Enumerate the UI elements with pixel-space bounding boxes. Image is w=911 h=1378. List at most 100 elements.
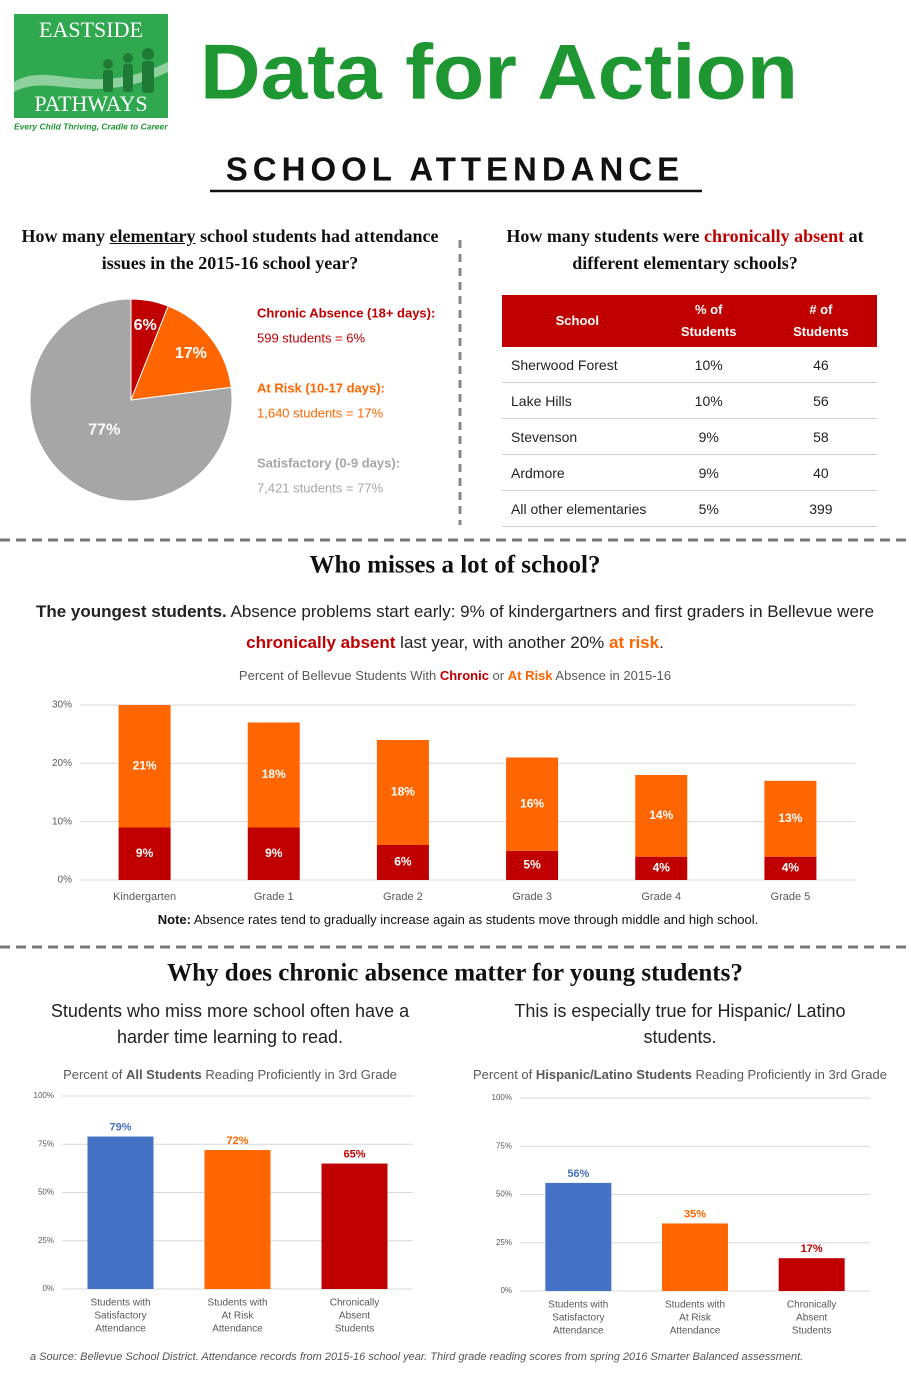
x-tick-label: Attendance <box>212 1324 263 1335</box>
subtitle: SCHOOL ATTENDANCE <box>226 151 684 188</box>
x-tick-label: Attendance <box>553 1326 604 1337</box>
table-cell: 58 <box>764 418 877 455</box>
bar-label: 9% <box>265 846 283 860</box>
logo-figures <box>103 48 154 93</box>
column-header: % of Students <box>652 295 765 347</box>
bar-label: 79% <box>109 1121 131 1133</box>
logo-text: PATHWAYS <box>34 91 147 116</box>
slice-label: 17% <box>175 345 207 362</box>
y-tick-label: 25% <box>38 1236 54 1245</box>
chart-title-part: Percent of <box>473 1067 536 1082</box>
table-row: Sherwood Forest 10% 46 <box>502 347 877 383</box>
y-tick-label: 0% <box>42 1284 54 1293</box>
bar-label: 9% <box>136 846 154 860</box>
x-tick-label: Absent <box>339 1311 370 1322</box>
question-emphasis: chronically absent <box>703 226 845 246</box>
tagline: Every Child Thriving, Cradle to Career <box>14 121 168 131</box>
bar-label: 35% <box>684 1208 706 1220</box>
chart-title-part: Chronic <box>440 668 489 683</box>
bar-segment <box>247 827 300 880</box>
question-text: How many <box>21 226 110 246</box>
table-cell: 40 <box>764 454 877 491</box>
chart-title: Percent of Bellevue Students With Chroni… <box>239 668 671 683</box>
bar-label: 6% <box>394 855 412 869</box>
x-tick-label: Grade 5 <box>771 891 811 903</box>
table-row: Lake Hills 10% 56 <box>502 382 877 419</box>
legend-detail: 7,421 students = 77% <box>257 480 384 495</box>
bar-label: 21% <box>133 758 157 772</box>
paragraph: The youngest students. Absence problems … <box>25 596 885 658</box>
bar-label: 18% <box>262 767 286 781</box>
y-tick-label: 75% <box>38 1139 54 1148</box>
emphasis: at risk <box>609 633 660 652</box>
bar-segment <box>118 827 171 880</box>
question-text: at different elementary schools? <box>572 226 864 273</box>
text: last year, with another 20% <box>395 633 609 652</box>
bar-segment <box>764 856 817 880</box>
chart-title: Percent of All Students Reading Proficie… <box>63 1067 397 1082</box>
chart-title-part: Absence in 2015-16 <box>553 668 672 683</box>
y-tick-label: 50% <box>38 1188 54 1197</box>
bar-segment <box>376 845 429 880</box>
y-tick-label: 0% <box>58 875 73 886</box>
x-tick-label: Students with <box>665 1300 725 1311</box>
chart-title-part: Hispanic/Latino Students <box>536 1067 692 1082</box>
bar-label: 16% <box>520 796 544 810</box>
bar-segment <box>764 780 817 857</box>
x-tick-label: Chronically <box>787 1300 836 1311</box>
legend-detail: 1,640 students = 17% <box>257 405 384 420</box>
chart-title-part: Reading Proficiently in 3rd Grade <box>692 1067 887 1082</box>
question-text: How many students were <box>506 226 704 246</box>
bar-label: 14% <box>649 808 673 822</box>
table-cell: Ardmore <box>502 454 653 491</box>
table-row: All other elementaries 5% 399 <box>502 490 877 527</box>
question: How many elementary school students had … <box>20 223 440 277</box>
x-tick-label: Chronically <box>330 1298 379 1309</box>
x-tick-label: Students <box>792 1326 831 1337</box>
slice-label: 6% <box>134 317 157 334</box>
legend-detail: 599 students = 6% <box>257 330 365 345</box>
legend-name: Chronic Absence (18+ days): <box>257 305 435 320</box>
table-row: Ardmore 9% 40 <box>502 454 877 491</box>
chart-title-part: Percent of Bellevue Students With <box>239 668 440 683</box>
school-table: School% of Students # of Students Sherwood… <box>502 295 877 527</box>
bar-label: 18% <box>391 785 415 799</box>
emphasis: chronically absent <box>246 633 396 652</box>
bar-segment <box>118 705 171 828</box>
chart-title-part: Reading Proficiently in 3rd Grade <box>202 1067 397 1082</box>
table-cell: All other elementaries <box>502 490 653 527</box>
x-tick-label: Grade 4 <box>641 891 681 903</box>
pie-slice <box>130 305 232 401</box>
bar <box>87 1136 154 1289</box>
header-row: School% of Students # of Students <box>502 295 877 347</box>
subtext: Students who miss more school often have… <box>50 1001 410 1047</box>
note-label: Note: <box>158 912 191 927</box>
chart-title-part: At Risk <box>508 668 554 683</box>
table-cell: 9% <box>652 418 765 455</box>
x-tick-label: Students with <box>548 1300 608 1311</box>
bar-segment <box>506 757 559 851</box>
x-tick-label: At Risk <box>679 1313 712 1324</box>
x-tick-label: Absent <box>796 1313 827 1324</box>
text: . <box>659 633 664 652</box>
note-text: Absence rates tend to gradually increase… <box>191 912 758 927</box>
bar-label: 5% <box>523 858 541 872</box>
bar-label: 4% <box>653 861 671 875</box>
bar-segment <box>376 740 429 845</box>
section-heading: Why does chronic absence matter for youn… <box>167 960 743 987</box>
question-emphasis: elementary <box>109 226 196 246</box>
subtext: This is especially true for Hispanic/ La… <box>514 1001 846 1047</box>
bar-label: 65% <box>343 1148 365 1160</box>
bar <box>545 1182 612 1291</box>
y-tick-label: 25% <box>496 1238 512 1247</box>
chart-title-part: All Students <box>126 1067 202 1082</box>
chart-title: Percent of Hispanic/Latino Students Read… <box>473 1067 887 1082</box>
x-tick-label: Grade 1 <box>254 891 294 903</box>
x-tick-label: Satisfactory <box>552 1313 604 1324</box>
table-cell: 46 <box>764 347 877 383</box>
x-tick-label: Students with <box>90 1298 150 1309</box>
table-cell: 399 <box>764 490 877 527</box>
bar-segment <box>635 775 688 857</box>
legend-name: At Risk (10-17 days): <box>257 380 385 395</box>
